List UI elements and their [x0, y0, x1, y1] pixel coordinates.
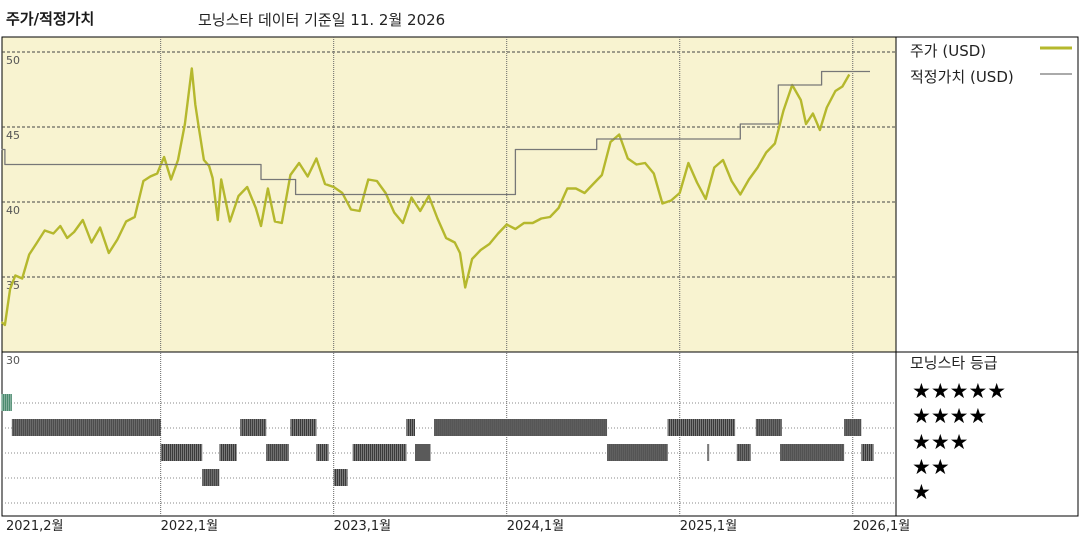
rating-segment [333, 469, 348, 486]
rating-history [1, 394, 874, 486]
chart-title: 주가/적정가치 [6, 10, 95, 28]
rating-bar [406, 419, 416, 436]
rating-segment [406, 419, 416, 436]
x-tick-label: 2026,1월 [853, 519, 910, 534]
data-date-label: 모닝스타 데이터 기준일 11. 2월 2026 [198, 11, 446, 29]
rating-segment [667, 419, 736, 436]
legend-price-label: 주가 (USD) [910, 42, 987, 60]
rating-segment [607, 444, 668, 461]
rating-segment [11, 419, 161, 436]
rating-segment [1, 394, 12, 411]
rating-segment [844, 419, 862, 436]
rating-bar [415, 444, 431, 461]
price-line [0, 67, 851, 327]
y-tick-label: 40 [6, 204, 20, 217]
x-tick-label: 2024,1월 [507, 519, 564, 534]
rating-bar [316, 444, 329, 461]
rating-bar [667, 419, 736, 436]
y-tick-label: 50 [6, 54, 20, 67]
x-tick-label: 2022,1월 [161, 519, 218, 534]
x-tick-label: 2025,1월 [680, 519, 737, 534]
rating-segment [266, 444, 289, 461]
rating-bar [861, 444, 874, 461]
rating-segment [707, 444, 710, 461]
rating-segment [755, 419, 782, 436]
rating-segment [780, 444, 845, 461]
rating-panel-title: 모닝스타 등급 [910, 354, 998, 372]
x-tick-label: 2021,2월 [6, 519, 63, 534]
fair-value-line [1, 70, 870, 196]
y-tick-label: 30 [6, 354, 20, 367]
x-axis: 2021,2월 2022,1월 2023,1월 2024,1월 2025,1월 2026,… [6, 519, 910, 534]
y-tick-label: 45 [6, 129, 20, 142]
rating-1-star: ★ [912, 480, 931, 504]
rating-3-stars: ★★★ [912, 430, 969, 454]
legend-fair-value-label: 적정가치 (USD) [910, 68, 1014, 86]
x-tick-label: 2023,1월 [334, 519, 391, 534]
rating-segment [316, 444, 329, 461]
rating-4-stars: ★★★★ [912, 404, 988, 428]
rating-segment [352, 444, 407, 461]
rating-segment [434, 419, 608, 436]
rating-bar [11, 419, 161, 436]
rating-segment [240, 419, 267, 436]
rating-segment [415, 444, 431, 461]
series-layer [0, 67, 870, 327]
rating-segment [219, 444, 237, 461]
rating-segment [160, 444, 203, 461]
rating-segment [861, 444, 874, 461]
rating-2-stars: ★★ [912, 455, 950, 479]
rating-segment [736, 444, 751, 461]
rating-bar [780, 444, 845, 461]
rating-segment [202, 469, 220, 486]
rating-5-stars: ★★★★★ [912, 379, 1007, 403]
rating-segment [290, 419, 317, 436]
